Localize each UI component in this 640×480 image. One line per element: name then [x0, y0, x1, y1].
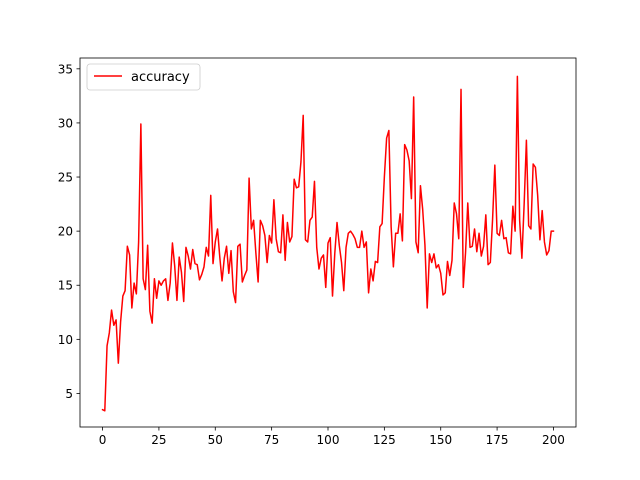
legend-label-accuracy: accuracy	[131, 70, 190, 85]
y-tick-label: 15	[58, 279, 73, 293]
series-layer	[101, 75, 555, 412]
x-tick-label: 25	[151, 433, 166, 447]
series-line-accuracy	[101, 75, 555, 412]
x-tick-label: 0	[99, 433, 107, 447]
x-tick-label: 100	[317, 433, 340, 447]
x-axis-ticks: 0 25 50 75 100 125 150 175 200	[99, 427, 565, 447]
y-tick-label: 5	[65, 387, 73, 401]
y-axis-ticks: 5 10 15 20 25 30 35	[58, 62, 80, 401]
x-tick-label: 200	[542, 433, 565, 447]
x-tick-label: 175	[486, 433, 509, 447]
x-tick-label: 50	[208, 433, 223, 447]
y-tick-label: 30	[58, 116, 73, 130]
legend-box	[86, 63, 201, 91]
y-tick-label: 20	[58, 225, 73, 239]
x-tick-label: 125	[373, 433, 396, 447]
y-tick-label: 25	[58, 171, 73, 185]
plot-area: 0 25 50 75 100 125 150 175 200 5 10 15 20 25 30 35	[58, 57, 577, 447]
y-tick-label: 10	[58, 333, 73, 347]
y-tick-label: 35	[58, 62, 73, 76]
legend: accuracy	[86, 63, 201, 91]
x-tick-label: 75	[264, 433, 279, 447]
axes-frame	[79, 57, 577, 428]
x-tick-label: 150	[429, 433, 452, 447]
